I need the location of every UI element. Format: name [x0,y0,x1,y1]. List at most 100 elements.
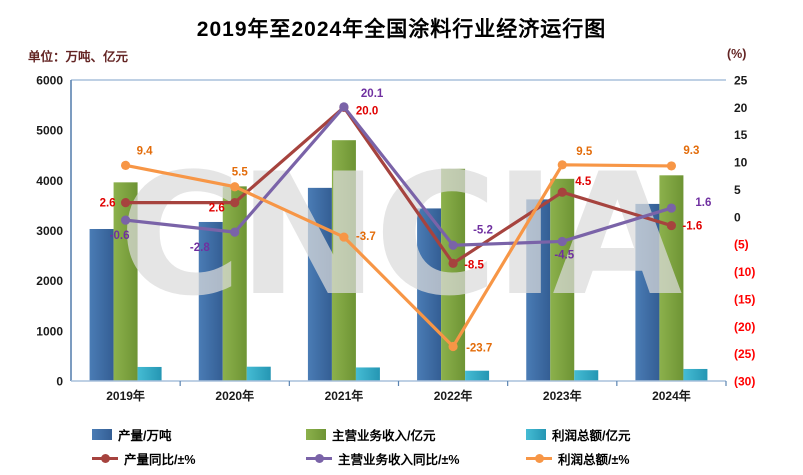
data-label-利润总额/±%-2021年: -3.7 [356,231,376,243]
data-label-产量同比/±%-2024年: -1.6 [682,221,702,233]
data-label-产量同比/±%-2022年: -8.5 [464,259,484,271]
watermark-text: CNCIA [119,137,683,333]
legend-label: 主营业务收入同比/±% [338,452,460,467]
data-label-主营业务收入同比/±%-2020年: -2.8 [190,242,210,254]
marker-产量同比/±%-2019年 [120,197,131,208]
data-label-产量同比/±%-2023年: 4.5 [575,176,592,188]
right-axis-tick-label: (25) [734,347,755,361]
data-label-产量同比/±%-2021年: 20.0 [356,105,378,117]
x-axis-label-2021年: 2021年 [325,388,364,403]
bar-产量/万吨-2022年 [417,208,442,381]
x-axis-label-2020年: 2020年 [215,388,254,403]
marker-产量同比/±%-2023年 [557,187,567,197]
data-label-产量同比/±%-2019年: 2.6 [100,198,116,210]
marker-主营业务收入同比/±%-2022年 [448,240,458,250]
bar-利润总额/亿元-2020年 [246,366,271,381]
bar-产量/万吨-2020年 [198,221,223,381]
marker-利润总额/±%-2019年 [120,160,131,170]
bar-利润总额/亿元-2024年 [683,368,708,381]
bar-主营业务收入/亿元-2021年 [331,140,356,381]
right-axis-tick-label: 10 [734,156,748,170]
right-axis-tick-label: (5) [734,238,749,252]
legend-label: 产量同比/±% [124,452,196,467]
data-label-利润总额/±%-2024年: 9.3 [683,145,699,157]
left-axis-tick-label: 2000 [36,274,63,288]
marker-产量同比/±%-2024年 [666,220,677,231]
marker-利润总额/±%-2024年 [666,161,677,171]
marker-利润总额/±%-2023年 [557,160,567,170]
line-主营业务收入同比/±% [125,105,672,247]
legend-swatch-line [92,453,118,464]
right-axis-tick-label: 5 [734,183,741,197]
right-axis-tick-label: 15 [734,128,748,142]
data-label-主营业务收入同比/±%-2019年: -0.6 [110,230,130,242]
right-axis-tick-label: (30) [734,375,755,389]
legend-swatch-bar [92,428,112,440]
data-label-利润总额/±%-2022年: -23.7 [466,343,492,355]
left-axis-tick-label: 4000 [36,174,63,188]
left-axis-tick-label: 5000 [36,124,63,138]
bar-产量/万吨-2021年 [307,187,332,381]
bar-利润总额/亿元-2023年 [574,370,599,381]
marker-主营业务收入同比/±%-2021年 [339,102,349,112]
legend-item-利润总额/亿元: 利润总额/亿元 [526,425,630,443]
right-axis-tick-label: (10) [734,265,755,279]
x-axis-label-2023年: 2023年 [543,388,582,403]
right-axis-tick-label: (20) [734,320,755,334]
marker-主营业务收入同比/±%-2023年 [557,236,567,247]
bar-产量/万吨-2024年 [635,203,660,381]
data-label-产量同比/±%-2020年: 2.6 [209,203,225,215]
right-axis-unit-label: (%) [727,47,747,61]
bar-利润总额/亿元-2019年 [137,366,162,381]
data-label-主营业务收入同比/±%-2024年: 1.6 [695,197,711,209]
bar-主营业务收入/亿元-2019年 [113,182,138,381]
legend-swatch-bar [306,428,326,440]
right-axis-tick-label: 20 [734,101,748,115]
line-产量同比/±% [125,105,672,265]
legend-label: 利润总额/亿元 [552,428,631,443]
data-label-利润总额/±%-2020年: 5.5 [232,167,249,179]
bar-利润总额/亿元-2021年 [355,367,380,381]
legend-swatch-line [526,453,552,464]
marker-利润总额/±%-2020年 [230,182,240,192]
data-label-利润总额/±%-2019年: 9.4 [137,145,154,157]
legend-swatch-line [306,453,332,464]
bar-利润总额/亿元-2022年 [465,370,490,381]
marker-主营业务收入同比/±%-2024年 [666,203,677,213]
bar-主营业务收入/亿元-2020年 [222,186,247,381]
legend-label: 利润总额/±% [558,452,630,467]
legend-item-产量同比/±%: 产量同比/±% [92,449,195,467]
right-axis-tick-label: (15) [734,292,755,306]
legend-label: 产量/万吨 [118,428,172,443]
right-axis-tick-label: 25 [734,74,748,88]
bar-产量/万吨-2023年 [526,199,551,381]
marker-产量同比/±%-2020年 [230,197,240,208]
marker-主营业务收入同比/±%-2019年 [120,215,131,225]
chart-title: 2019年至2024年全国涂料行业经济运行图 [196,18,607,41]
left-axis-tick-label: 0 [56,375,63,389]
legend-swatch-bar [526,428,546,440]
legend-item-利润总额/±%: 利润总额/±% [526,449,629,467]
data-label-利润总额/±%-2023年: 9.5 [576,146,593,158]
marker-利润总额/±%-2021年 [339,232,349,242]
x-axis-label-2019年: 2019年 [106,388,145,403]
x-axis-label-2022年: 2022年 [434,388,473,403]
data-label-主营业务收入同比/±%-2021年: 20.1 [361,88,384,100]
chart-legend: 产量/万吨 主营业务收入/亿元 利润总额/亿元产量同比/±% 主营业务收入同比/±% 利… [0,420,803,475]
left-axis-tick-label: 3000 [36,224,63,238]
left-axis-tick-label: 1000 [36,324,63,338]
bar-产量/万吨-2019年 [89,228,114,381]
bar-主营业务收入/亿元-2023年 [550,178,575,381]
line-利润总额/±% [125,163,672,349]
marker-利润总额/±%-2022年 [448,341,458,352]
legend-item-产量/万吨: 产量/万吨 [92,425,171,443]
data-label-主营业务收入同比/±%-2023年: -4.5 [554,249,574,261]
data-label-主营业务收入同比/±%-2022年: -5.2 [473,224,493,236]
legend-item-主营业务收入同比/±%: 主营业务收入同比/±% [306,449,459,467]
x-axis-label-2024年: 2024年 [652,388,691,403]
legend-label: 主营业务收入/亿元 [332,428,436,443]
legend-item-主营业务收入/亿元: 主营业务收入/亿元 [306,425,435,443]
marker-产量同比/±%-2022年 [448,258,458,268]
